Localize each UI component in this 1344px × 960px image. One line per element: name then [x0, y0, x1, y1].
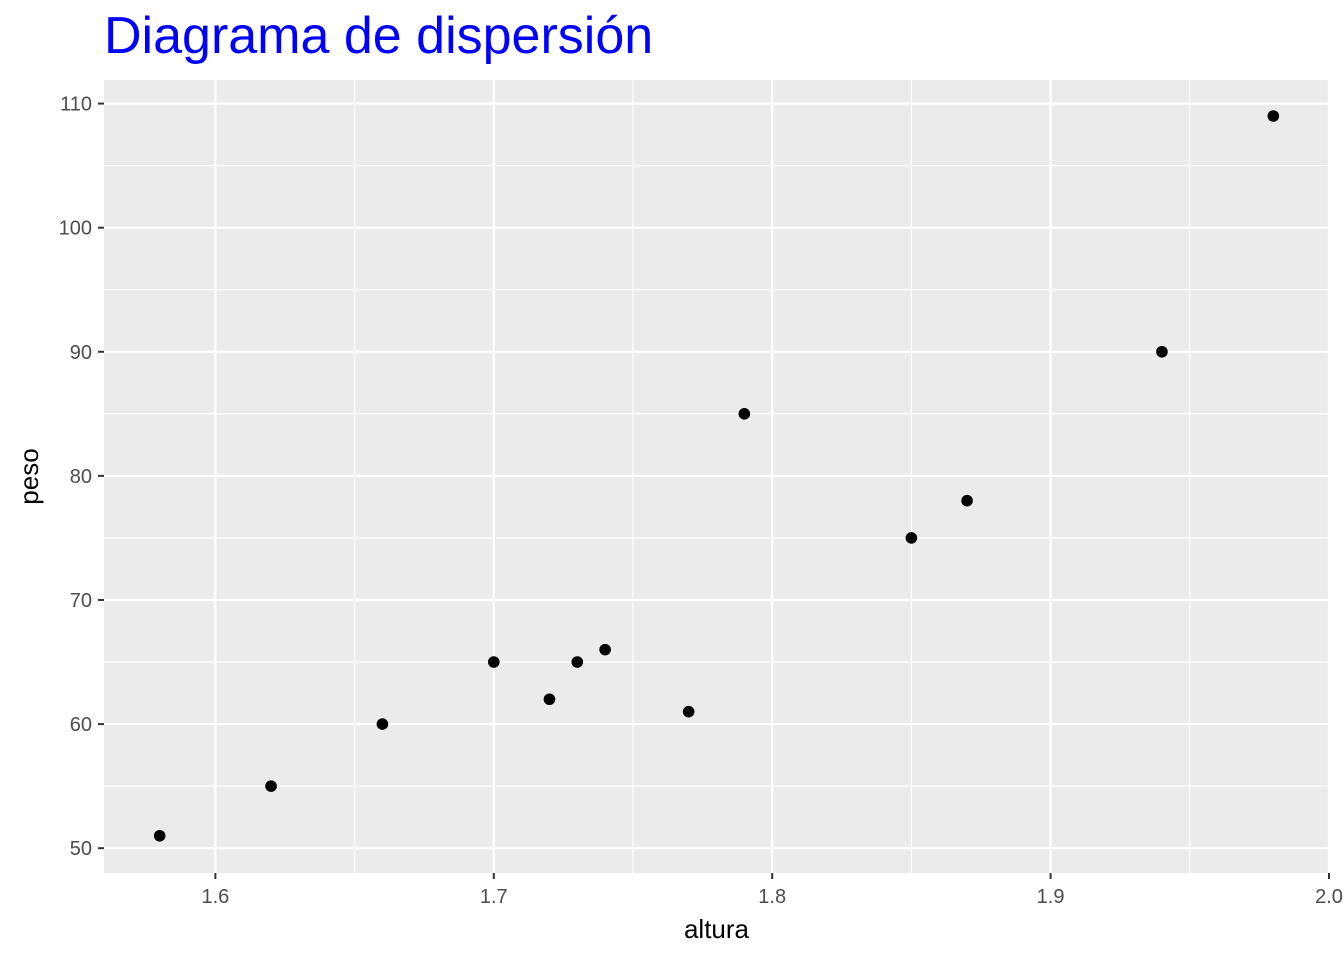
- y-tick-label: 80: [70, 466, 92, 488]
- y-tick-label: 60: [70, 714, 92, 736]
- y-tick-label: 90: [70, 342, 92, 364]
- x-tick-label: 2.0: [1315, 886, 1343, 908]
- y-tick-label: 70: [70, 590, 92, 612]
- data-point: [487, 656, 500, 668]
- y-axis-title: peso: [14, 448, 44, 504]
- major-gridlines: [104, 80, 1331, 873]
- data-point: [153, 829, 166, 842]
- data-point: [1267, 110, 1280, 122]
- data-point: [599, 643, 611, 656]
- data-point: [682, 705, 695, 718]
- data-point: [905, 532, 918, 544]
- x-tick-label: 1.7: [480, 886, 508, 908]
- x-tick-label: 1.8: [758, 886, 786, 908]
- data-point: [571, 656, 584, 668]
- y-tick-label: 110: [60, 94, 92, 116]
- chart-title: Diagrama de dispersión: [104, 7, 653, 65]
- data-points: [153, 110, 1280, 842]
- y-axis: 50 60 70 80 90 100 110: [59, 94, 104, 860]
- data-point: [738, 408, 751, 420]
- x-tick-label: 1.9: [1037, 886, 1065, 908]
- data-point: [543, 693, 556, 706]
- data-point: [961, 494, 973, 507]
- x-tick-label: 1.6: [201, 886, 229, 908]
- y-tick-label: 100: [59, 218, 92, 240]
- x-axis-title: altura: [684, 914, 750, 944]
- y-tick-label: 50: [70, 838, 92, 860]
- data-point: [376, 718, 389, 730]
- data-point: [1156, 345, 1168, 358]
- x-axis: 1.6 1.7 1.8 1.9 2.0: [201, 873, 1343, 908]
- data-point: [265, 780, 277, 792]
